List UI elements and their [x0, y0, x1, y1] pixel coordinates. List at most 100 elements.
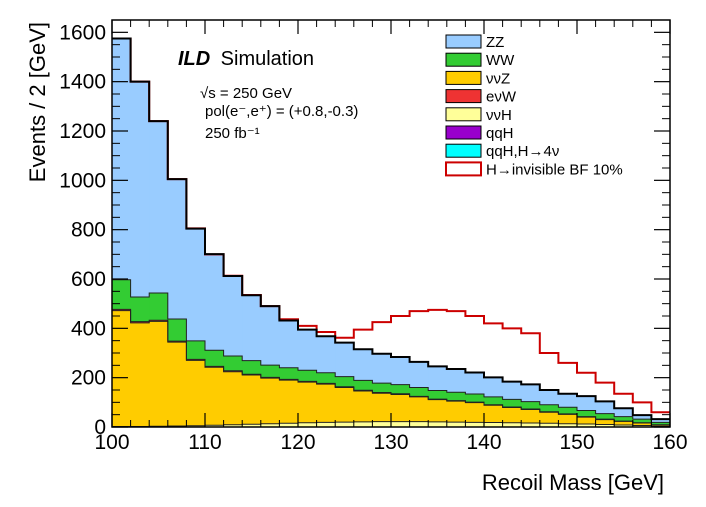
legend-label-6: qqH,H→4ν: [486, 143, 559, 160]
bar-ννZ-150: [577, 417, 596, 425]
bar-ννH-148: [558, 423, 578, 427]
bar-ννZ-144: [521, 409, 541, 424]
bar-ννZ-146: [539, 412, 559, 424]
legend-swatch-0: [445, 34, 482, 49]
legend-swatch-2: [445, 70, 482, 85]
bar-ZZ-140: [484, 377, 503, 397]
bar-WW-112: [223, 355, 243, 371]
bar-WW-132: [409, 387, 429, 397]
bar-WW-136: [446, 392, 466, 401]
bar-ZZ-108: [186, 228, 206, 341]
y-axis-title: Events / 2 [GeV]: [25, 22, 50, 182]
bar-WW-134: [428, 390, 448, 400]
legend-label-3: eνW: [486, 89, 517, 106]
bar-ZZ-132: [409, 361, 429, 388]
bar-ZZ-130: [391, 356, 410, 385]
x-tick-label-110: 110: [188, 431, 221, 454]
bar-WW-102: [130, 297, 150, 322]
bar-WW-114: [242, 360, 262, 375]
bar-ννZ-124: [335, 387, 355, 423]
legend-label-2: ννZ: [486, 70, 510, 87]
sqrt-s-label: √s = 250 GeV: [200, 85, 292, 102]
bar-WW-144: [521, 401, 541, 409]
bar-ννZ-126: [353, 390, 373, 422]
bar-WW-126: [353, 380, 373, 391]
bar-ZZ-152: [595, 401, 615, 414]
bar-WW-124: [335, 376, 355, 387]
bar-ννZ-120: [298, 382, 317, 423]
legend-swatch-1: [445, 52, 482, 67]
bar-ZZ-102: [130, 81, 150, 298]
legend-swatch-4: [445, 107, 482, 122]
bar-ννZ-104: [149, 321, 169, 427]
bar-ZZ-100: [112, 38, 131, 280]
bar-ZZ-154: [614, 408, 634, 417]
bar-ννH-154: [614, 425, 634, 427]
bar-WW-138: [465, 393, 485, 403]
bar-WW-100: [112, 279, 131, 310]
bar-WW-150: [577, 410, 596, 417]
bar-ννH-140: [484, 422, 503, 427]
bar-ννH-138: [465, 422, 485, 427]
bar-WW-158: [651, 422, 671, 425]
bar-ZZ-158: [651, 419, 671, 423]
bar-ννH-144: [521, 423, 541, 427]
x-axis-title: Recoil Mass [GeV]: [482, 470, 664, 495]
bar-WW-118: [279, 367, 299, 380]
bar-ννZ-108: [186, 360, 206, 426]
bar-ννH-152: [595, 424, 615, 427]
ild-label: ILD Simulation: [178, 48, 314, 70]
y-tick-label-200: 200: [71, 367, 106, 390]
bar-ννH-134: [428, 421, 448, 427]
bar-ZZ-112: [223, 276, 243, 356]
layer-outline-WW: [112, 279, 670, 423]
legend-label-5: qqH: [486, 125, 514, 142]
bar-ννZ-156: [632, 423, 652, 426]
bar-ννZ-110: [205, 367, 224, 426]
bar-ννH-130: [391, 421, 410, 427]
legend-swatch-5: [445, 125, 482, 140]
bar-WW-146: [539, 404, 559, 412]
bar-ννZ-148: [558, 414, 578, 424]
bar-ZZ-110: [205, 254, 224, 351]
bar-ZZ-148: [558, 393, 578, 408]
bar-ννH-124: [335, 422, 355, 427]
bar-ZZ-126: [353, 349, 373, 381]
bar-ννH-142: [502, 422, 522, 427]
bar-ZZ-122: [316, 336, 336, 373]
bar-ννZ-140: [484, 405, 503, 423]
ild-experiment: ILD: [178, 48, 210, 70]
ild-simulation-text: Simulation: [221, 48, 314, 70]
bar-WW-142: [502, 399, 522, 408]
bar-ννZ-152: [595, 419, 615, 425]
bar-WW-110: [205, 350, 224, 367]
x-tick-label-130: 130: [373, 431, 408, 454]
polarization-label: pol(e⁻,e⁺) = (+0.8,-0.3): [205, 103, 358, 120]
bar-ννH-128: [372, 421, 392, 427]
bar-WW-106: [167, 318, 187, 342]
bar-WW-130: [391, 384, 410, 394]
bar-ZZ-156: [632, 415, 652, 420]
x-tick-label-100: 100: [94, 431, 129, 454]
bar-ννZ-100: [112, 310, 131, 427]
bar-WW-152: [595, 413, 615, 420]
y-tick-label-1200: 1200: [59, 120, 106, 143]
bar-ZZ-146: [539, 390, 559, 405]
bar-ννH-136: [446, 422, 466, 427]
bar-WW-148: [558, 407, 578, 414]
bar-ZZ-104: [149, 121, 169, 294]
bar-ZZ-106: [167, 179, 187, 319]
bar-ννH-120: [298, 422, 317, 427]
layer-outline-ZZ: [112, 37, 670, 421]
legend-swatch-7: [445, 161, 482, 177]
legend-label-4: ννH: [486, 107, 512, 124]
bar-WW-154: [614, 416, 634, 422]
bar-WW-120: [298, 370, 317, 382]
bar-ZZ-124: [335, 342, 355, 377]
bar-ZZ-136: [446, 369, 466, 393]
bar-ννH-132: [409, 421, 429, 427]
legend-label-0: ZZ: [486, 34, 504, 51]
bar-WW-156: [632, 419, 652, 423]
